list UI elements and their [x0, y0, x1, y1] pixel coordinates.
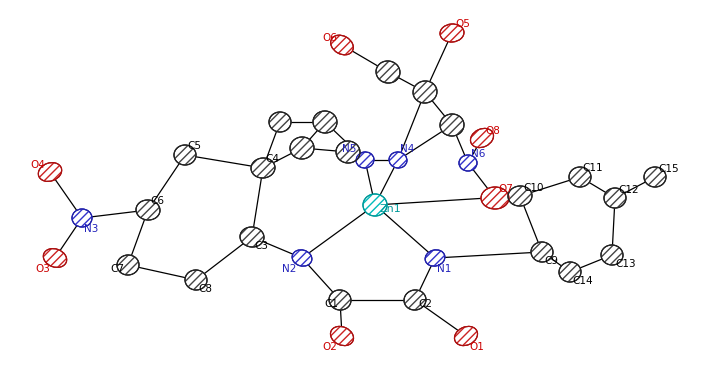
- Ellipse shape: [389, 152, 407, 168]
- Text: C13: C13: [615, 259, 636, 269]
- Text: C6: C6: [150, 196, 164, 206]
- Ellipse shape: [240, 227, 264, 247]
- Ellipse shape: [363, 194, 387, 216]
- Ellipse shape: [459, 155, 477, 171]
- Text: O5: O5: [455, 19, 470, 29]
- Ellipse shape: [425, 250, 445, 266]
- Ellipse shape: [290, 137, 314, 159]
- Ellipse shape: [440, 24, 464, 42]
- Text: C3: C3: [254, 241, 268, 251]
- Text: N6: N6: [471, 149, 486, 159]
- Text: Zn1: Zn1: [379, 204, 401, 214]
- Text: N4: N4: [400, 144, 414, 154]
- Text: O6: O6: [322, 33, 337, 43]
- Ellipse shape: [269, 112, 291, 132]
- Text: N3: N3: [84, 224, 99, 234]
- Ellipse shape: [481, 187, 509, 209]
- Text: C2: C2: [418, 299, 432, 309]
- Text: O7: O7: [498, 184, 513, 194]
- Text: O4: O4: [30, 160, 45, 170]
- Ellipse shape: [644, 167, 666, 187]
- Ellipse shape: [404, 290, 426, 310]
- Text: C11: C11: [582, 163, 603, 173]
- Text: C7: C7: [110, 264, 124, 274]
- Text: O3: O3: [35, 264, 50, 274]
- Text: C12: C12: [618, 185, 639, 195]
- Ellipse shape: [336, 141, 360, 163]
- Ellipse shape: [292, 250, 312, 266]
- Ellipse shape: [38, 163, 62, 182]
- Ellipse shape: [569, 167, 591, 187]
- Ellipse shape: [559, 262, 581, 282]
- Ellipse shape: [471, 128, 493, 147]
- Text: C14: C14: [572, 276, 593, 286]
- Text: O1: O1: [469, 342, 484, 352]
- Text: N1: N1: [437, 264, 452, 274]
- Ellipse shape: [43, 249, 67, 267]
- Ellipse shape: [508, 186, 532, 206]
- Text: C9: C9: [544, 256, 558, 266]
- Ellipse shape: [313, 111, 337, 133]
- Ellipse shape: [440, 114, 464, 136]
- Ellipse shape: [601, 245, 623, 265]
- Text: O2: O2: [322, 342, 337, 352]
- Text: C1: C1: [324, 299, 338, 309]
- Text: C10: C10: [523, 183, 544, 193]
- Ellipse shape: [413, 81, 437, 103]
- Ellipse shape: [604, 188, 626, 208]
- Ellipse shape: [376, 61, 400, 83]
- Ellipse shape: [185, 270, 207, 290]
- Ellipse shape: [251, 158, 275, 178]
- Ellipse shape: [531, 242, 553, 262]
- Ellipse shape: [136, 200, 160, 220]
- Ellipse shape: [174, 145, 196, 165]
- Text: N2: N2: [282, 264, 296, 274]
- Ellipse shape: [72, 209, 92, 227]
- Text: C8: C8: [198, 284, 212, 294]
- Ellipse shape: [356, 152, 374, 168]
- Text: N5: N5: [342, 144, 357, 154]
- Text: O8: O8: [485, 126, 500, 136]
- Text: C15: C15: [658, 164, 679, 174]
- Ellipse shape: [117, 255, 139, 275]
- Ellipse shape: [330, 35, 353, 55]
- Ellipse shape: [330, 326, 354, 345]
- Text: C4: C4: [265, 154, 279, 164]
- Ellipse shape: [454, 326, 478, 345]
- Ellipse shape: [329, 290, 351, 310]
- Text: C5: C5: [187, 141, 201, 151]
